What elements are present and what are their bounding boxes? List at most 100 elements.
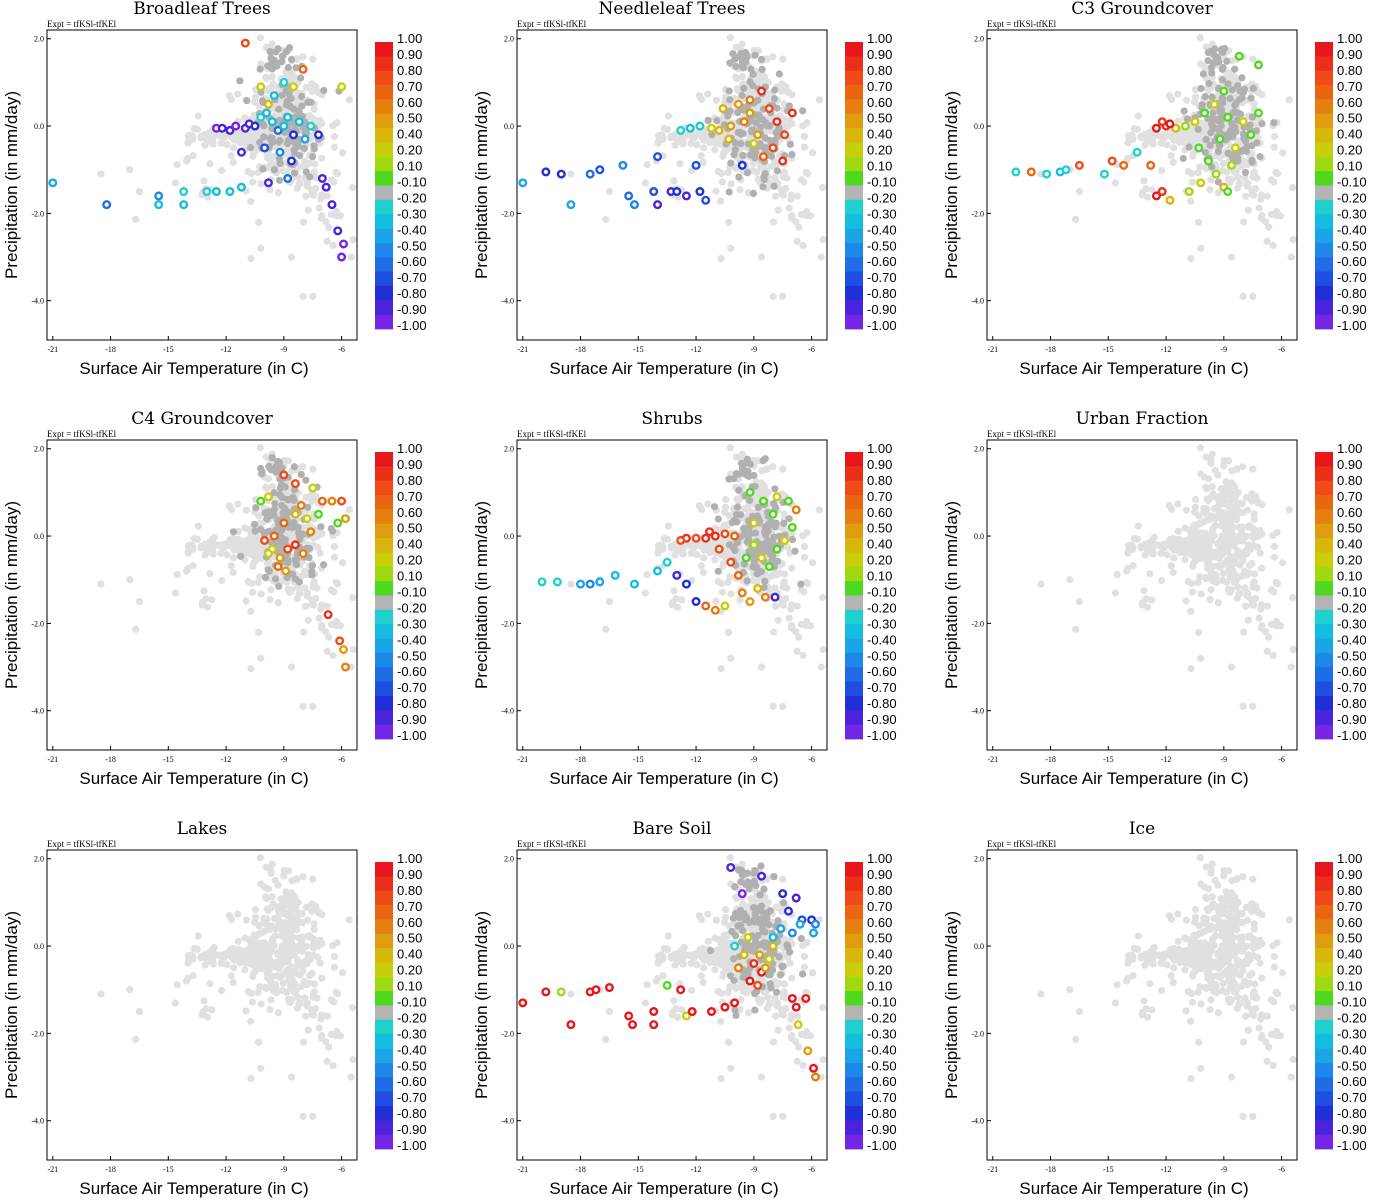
colorbar-label: 1.00 — [867, 31, 892, 46]
background-point — [325, 223, 333, 231]
background-point — [1263, 647, 1271, 655]
background-point — [310, 105, 318, 113]
colorbar-label: -0.80 — [1337, 286, 1367, 301]
neutral-point — [757, 55, 766, 64]
background-point — [318, 974, 326, 982]
background-point — [229, 537, 237, 545]
colorbar-swatch — [845, 300, 863, 316]
colorbar-label: 1.00 — [1337, 31, 1362, 46]
background-point — [1229, 507, 1237, 516]
data-point — [714, 544, 724, 554]
background-point — [732, 453, 740, 461]
data-point — [211, 187, 221, 197]
colorbar-label: 0.50 — [397, 521, 422, 536]
data-point — [263, 99, 273, 109]
neutral-point — [297, 74, 305, 82]
background-point — [310, 925, 318, 933]
background-point — [268, 73, 276, 81]
colorbar-label: -0.60 — [397, 1074, 427, 1089]
background-point — [787, 195, 795, 203]
colorbar-swatch — [375, 495, 393, 510]
data-point — [1099, 169, 1109, 179]
colorbar-label: -0.50 — [397, 648, 427, 663]
background-point — [732, 984, 740, 993]
background-point — [1075, 597, 1084, 606]
background-point — [257, 590, 265, 598]
neutral-point — [786, 140, 795, 149]
background-point — [293, 1004, 301, 1012]
colorbar-label: 0.60 — [867, 505, 892, 520]
y-tick-label: 0.0 — [504, 532, 514, 541]
background-point — [717, 197, 725, 205]
data-point — [629, 200, 639, 210]
background-point — [1250, 510, 1258, 518]
background-point — [1195, 512, 1203, 520]
neutral-point — [275, 105, 283, 113]
background-point — [717, 1074, 725, 1083]
colorbar-swatch — [375, 595, 393, 611]
x-tick-label: -15 — [633, 345, 644, 354]
data-point — [780, 130, 790, 140]
background-point — [1066, 576, 1074, 584]
background-point — [301, 994, 309, 1002]
colorbar-swatch — [375, 85, 393, 100]
background-points — [97, 854, 357, 1120]
background-point — [1257, 605, 1265, 613]
neutral-point — [291, 149, 299, 157]
background-point — [676, 135, 684, 144]
y-tick-label: -4.0 — [501, 707, 514, 716]
background-point — [194, 112, 202, 120]
background-point — [298, 910, 306, 918]
data-point — [290, 509, 300, 519]
x-tick-label: -18 — [1045, 755, 1056, 764]
background-point — [262, 984, 270, 993]
neutral-point — [1215, 142, 1224, 150]
background-point — [700, 554, 708, 562]
data-point — [335, 636, 345, 646]
data-point — [1157, 187, 1167, 197]
data-point — [772, 544, 782, 554]
colorbar-swatch — [845, 242, 863, 258]
background-point — [1187, 134, 1196, 142]
background-point — [1124, 547, 1133, 555]
background-point — [285, 976, 293, 984]
neutral-point — [788, 150, 796, 159]
background-point — [774, 1026, 782, 1034]
neutral-point — [320, 86, 328, 95]
colorbar-label: -0.60 — [1337, 664, 1367, 679]
background-point — [697, 972, 705, 980]
background-point — [788, 212, 796, 220]
background-point — [817, 663, 825, 671]
x-tick-label: -6 — [1278, 755, 1285, 764]
neutral-point — [751, 482, 759, 491]
background-point — [817, 253, 825, 261]
data-point — [1215, 134, 1225, 144]
colorbar-swatch — [845, 85, 863, 100]
colorbar-swatch — [375, 1077, 393, 1092]
colorbar-swatch — [375, 99, 393, 115]
background-point — [184, 957, 193, 965]
data-point — [710, 605, 720, 615]
data-point — [256, 112, 266, 122]
y-tick-label: -2.0 — [971, 209, 984, 218]
neutral-point — [1183, 115, 1192, 123]
colorbar: 1.000.900.800.700.600.500.400.200.10-0.1… — [845, 441, 897, 743]
background-point — [1237, 572, 1246, 581]
background-point — [249, 939, 257, 947]
background-point — [1157, 139, 1165, 147]
background-point — [1212, 579, 1221, 587]
background-point — [1196, 444, 1204, 452]
neutral-point — [1256, 152, 1264, 161]
background-point — [318, 212, 326, 220]
background-point — [693, 141, 701, 149]
background-point — [786, 959, 794, 967]
x-tick-label: -18 — [1045, 345, 1056, 354]
data-point — [768, 509, 778, 519]
background-point — [663, 535, 672, 543]
colorbar-label: 0.70 — [397, 489, 422, 504]
background-point — [1222, 509, 1230, 518]
colorbar-swatch — [845, 214, 863, 229]
background-point — [1263, 602, 1271, 610]
data-point — [1200, 108, 1210, 118]
background-point — [318, 622, 326, 630]
